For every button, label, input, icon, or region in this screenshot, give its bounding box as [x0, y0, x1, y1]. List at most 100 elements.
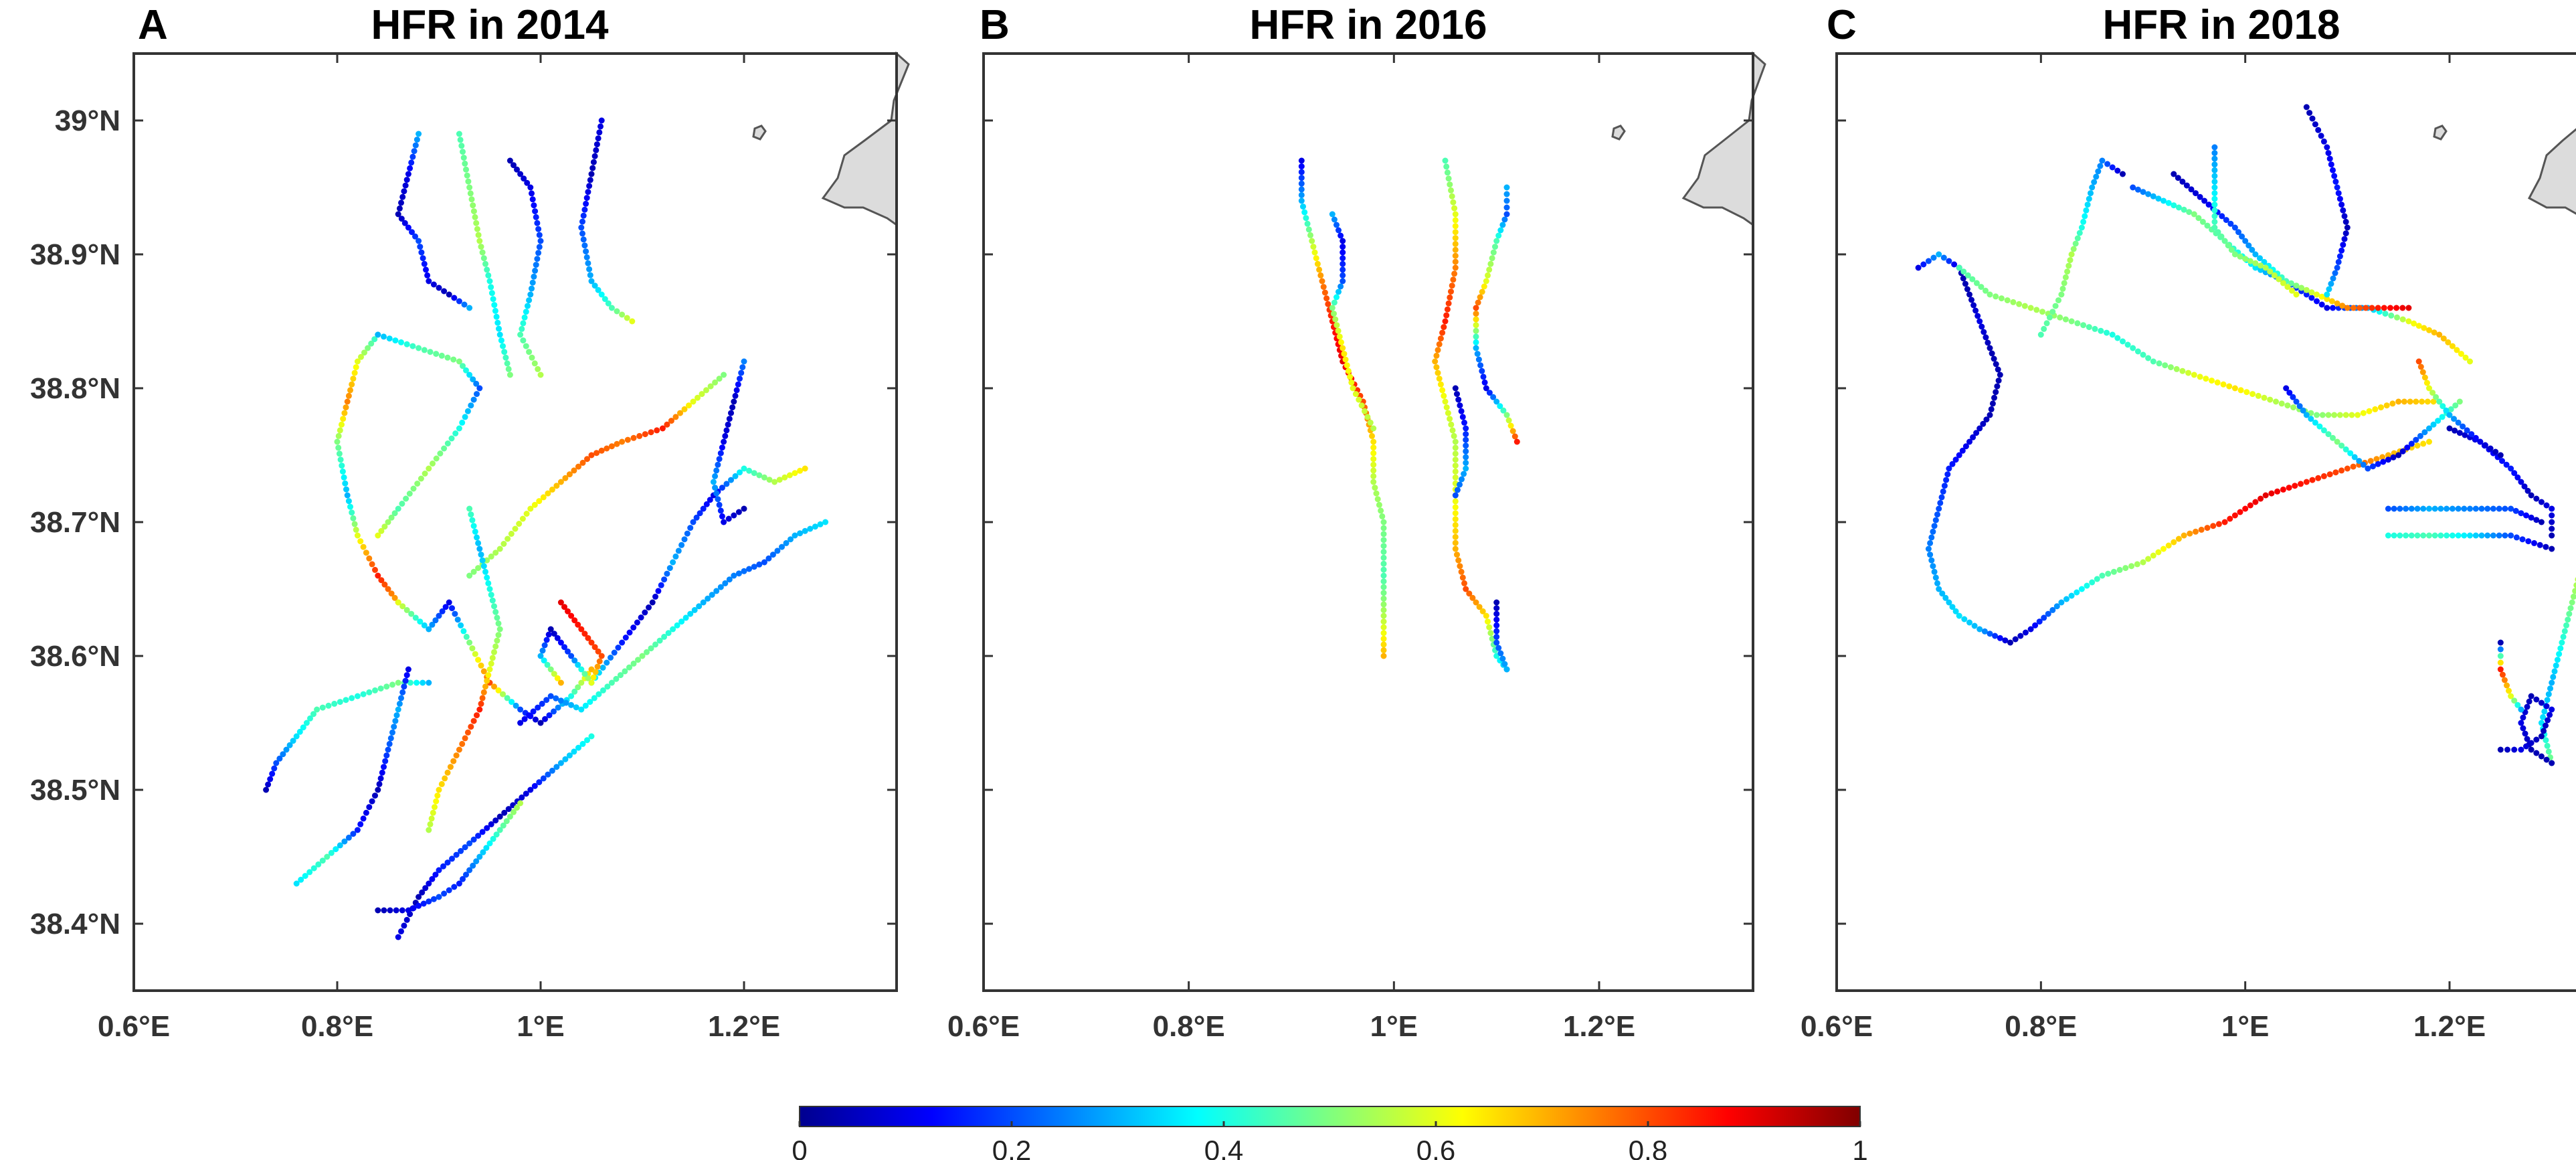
drifter-point — [386, 740, 393, 747]
drifter-point — [306, 869, 313, 876]
drifter-point — [687, 525, 694, 531]
drifter-point — [2518, 510, 2524, 517]
drifter-point — [2074, 589, 2080, 596]
drifter-point — [1993, 293, 1999, 300]
drifter-point — [449, 855, 455, 862]
drifter-point — [1971, 623, 1978, 629]
drifter-point — [395, 934, 401, 940]
drifter-point — [444, 769, 451, 776]
drifter-point — [527, 505, 534, 512]
drifter-point — [441, 890, 448, 897]
drifter-point — [341, 474, 347, 481]
drifter-point — [1473, 327, 1479, 334]
drifter-point — [619, 438, 626, 445]
x-tick-label: 1.2°E — [1563, 1010, 1635, 1043]
drifter-point — [2320, 138, 2327, 145]
drifter-point — [2221, 238, 2228, 244]
drifter-point — [1452, 516, 1459, 523]
drifter-point — [1370, 456, 1377, 463]
land-mass-c — [2527, 128, 2576, 215]
drifter-point — [2444, 532, 2450, 539]
drifter-point — [530, 708, 537, 715]
drifter-point — [2326, 286, 2332, 293]
drifter-point — [2021, 303, 2028, 309]
drifter-point — [462, 844, 468, 851]
drifter-point — [381, 333, 387, 340]
drifter-point — [2037, 331, 2044, 338]
drifter-point — [2150, 552, 2156, 559]
drifter-point — [290, 738, 296, 744]
drifter-point — [732, 392, 739, 399]
drifter-point — [648, 429, 654, 436]
drifter-point — [1380, 601, 1387, 608]
drifter-point — [622, 635, 629, 641]
drifter-point — [1970, 434, 1976, 440]
drifter-point — [360, 691, 367, 697]
drifter-point — [343, 404, 349, 411]
drifter-point — [1941, 483, 1948, 489]
drifter-point — [1457, 402, 1463, 409]
drifter-point — [1452, 235, 1459, 242]
drifter-point — [2242, 256, 2249, 262]
drifter-point — [2436, 398, 2443, 405]
drifter-point — [2089, 184, 2096, 191]
drifter-point — [432, 804, 438, 811]
drifter-point — [1983, 416, 1990, 423]
drifter-point — [817, 521, 824, 527]
drifter-point — [1452, 258, 1459, 265]
drifter-point — [2257, 255, 2263, 262]
drifter-point — [547, 666, 554, 673]
drifter-point — [505, 806, 512, 813]
drifter-point — [1340, 266, 1346, 273]
drifter-point — [597, 123, 604, 130]
drifter-point — [1452, 438, 1459, 445]
drifter-point — [1956, 452, 1962, 459]
drifter-point — [502, 354, 509, 361]
trajectory-c-3 — [2130, 184, 2473, 365]
drifter-point — [595, 286, 602, 293]
drifter-point — [583, 254, 590, 260]
drifter-point — [2155, 549, 2162, 556]
drifter-point — [511, 162, 517, 169]
drifter-point — [1997, 635, 2003, 641]
drifter-point — [517, 331, 524, 338]
drifter-point — [2497, 452, 2504, 459]
drifter-point — [580, 212, 587, 219]
drifter-point — [746, 566, 753, 572]
drifter-point — [1493, 599, 1500, 606]
drifter-point — [488, 290, 495, 297]
drifter-point — [2193, 190, 2199, 197]
drifter-point — [2472, 532, 2479, 539]
drifter-point — [440, 863, 446, 869]
drifter-point — [2308, 289, 2315, 296]
drifter-point — [2551, 668, 2558, 675]
drifter-point — [1372, 485, 1378, 491]
drifter-point — [429, 876, 436, 882]
drifter-point — [335, 444, 342, 451]
drifter-point — [484, 574, 490, 581]
drifter-point — [335, 432, 342, 439]
drifter-point — [457, 137, 464, 143]
drifter-point — [430, 461, 436, 467]
drifter-point — [1974, 313, 1981, 319]
drifter-point — [2549, 532, 2555, 539]
drifter-point — [472, 528, 478, 535]
drifter-point — [1978, 284, 1985, 291]
drifter-point — [393, 712, 400, 719]
drifter-point — [2211, 184, 2218, 191]
drifter-point — [420, 900, 427, 907]
drifter-point — [1934, 580, 1940, 586]
drifter-point — [485, 672, 492, 679]
drifter-point — [2563, 622, 2569, 629]
drifter-point — [2097, 163, 2104, 169]
drifter-point — [2245, 242, 2252, 249]
drifter-point — [475, 657, 482, 663]
drifter-point — [2446, 425, 2453, 432]
drifter-point — [2326, 155, 2333, 162]
drifter-point — [2211, 178, 2218, 185]
drifter-point — [1380, 635, 1387, 642]
drifter-point — [1338, 339, 1344, 345]
drifter-point — [520, 337, 527, 344]
drifter-point — [434, 793, 441, 799]
drifter-point — [1985, 339, 1991, 346]
